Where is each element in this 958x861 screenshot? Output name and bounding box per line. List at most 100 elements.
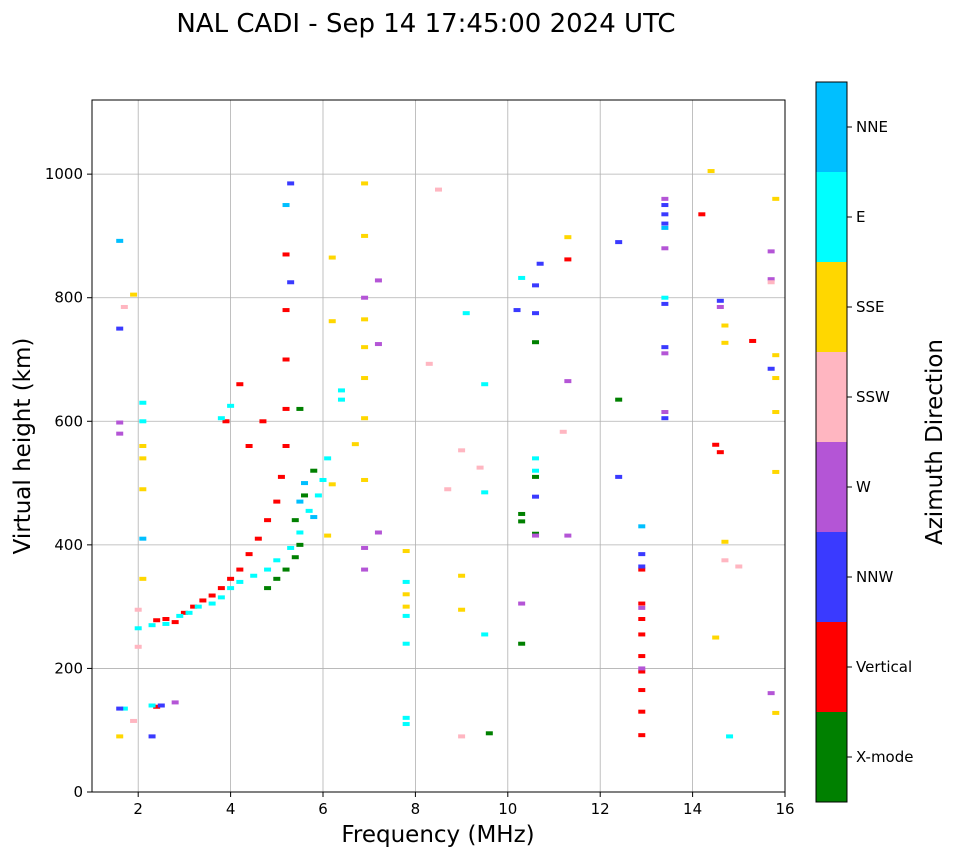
echo-mark-sse: [402, 604, 410, 609]
echo-mark-vertical: [264, 518, 272, 523]
echo-mark-x-mode: [310, 468, 318, 473]
echo-mark-ssw: [134, 607, 142, 612]
echo-mark-vertical: [153, 704, 161, 709]
colorbar-segment: [816, 82, 847, 172]
echo-mark-ssw: [767, 280, 775, 285]
echo-mark-vertical: [638, 709, 646, 714]
echo-mark-nnw: [661, 212, 669, 217]
echo-mark-sse: [361, 233, 369, 238]
echo-mark-sse: [328, 255, 336, 260]
echo-mark-e: [518, 275, 526, 280]
echo-mark-vertical: [227, 576, 235, 581]
echo-mark-w: [661, 410, 669, 415]
plot-frame: [91, 99, 786, 793]
echo-mark-nnw: [661, 221, 669, 226]
echo-mark-nnw: [638, 552, 646, 557]
echo-mark-e: [726, 734, 734, 739]
y-tick-label: 0: [73, 783, 83, 801]
echo-mark-e: [532, 468, 540, 473]
echo-mark-vertical: [254, 536, 262, 541]
echo-mark-e: [287, 545, 295, 550]
grid-lines: [92, 100, 785, 792]
echo-mark-x-mode: [291, 518, 299, 523]
echo-mark-x-mode: [518, 641, 526, 646]
echo-mark-vertical: [277, 474, 285, 479]
echo-mark-vertical: [638, 669, 646, 674]
echo-mark-vertical: [638, 654, 646, 659]
echo-mark-w: [171, 700, 179, 705]
echo-mark-vertical: [245, 552, 253, 557]
x-axis-label: Frequency (MHz): [341, 822, 534, 848]
y-tick-label: 200: [54, 659, 83, 677]
echo-mark-e: [481, 490, 489, 495]
echo-mark-nne: [301, 481, 309, 486]
echo-mark-e: [148, 703, 156, 708]
echo-mark-vertical: [282, 308, 290, 313]
colorbar-segment: [816, 532, 847, 622]
echo-mark-ssw: [130, 718, 138, 723]
x-tick-label: 4: [226, 800, 236, 818]
echo-mark-e: [462, 311, 470, 316]
echo-mark-w: [116, 431, 124, 436]
x-tick-label: 16: [775, 800, 794, 818]
echo-mark-x-mode: [291, 555, 299, 560]
echo-mark-e: [236, 579, 244, 584]
echo-mark-vertical: [222, 419, 230, 424]
echo-mark-w: [638, 666, 646, 671]
echo-mark-vertical: [564, 257, 572, 262]
echo-mark-e: [134, 626, 142, 631]
echo-mark-e: [227, 403, 235, 408]
echo-mark-nnw: [638, 564, 646, 569]
echo-mark-sse: [116, 734, 124, 739]
colorbar-segment: [816, 712, 847, 802]
echo-mark-nnw: [287, 280, 295, 285]
echo-mark-sse: [139, 487, 147, 492]
echo-mark-ssw: [134, 644, 142, 649]
colorbar-tick-label: W: [856, 478, 871, 496]
echo-mark-e: [402, 613, 410, 618]
colorbar: X-mode Vertical NNW W SSW SSE E NNE: [815, 81, 913, 803]
echo-mark-vertical: [208, 593, 216, 598]
echo-mark-nnw: [661, 416, 669, 421]
echo-mark-e: [402, 579, 410, 584]
echo-mark-x-mode: [282, 567, 290, 572]
echo-mark-vertical: [245, 444, 253, 448]
echo-mark-x-mode: [532, 340, 540, 345]
echo-mark-sse: [361, 477, 369, 482]
echo-mark-sse: [772, 469, 780, 474]
echo-mark-vertical: [236, 567, 244, 572]
echo-mark-sse: [328, 319, 336, 324]
echo-mark-nnw: [532, 283, 540, 288]
echo-mark-sse: [139, 456, 147, 461]
echo-mark-vertical: [273, 499, 281, 504]
echo-mark-sse: [458, 573, 466, 578]
echo-mark-e: [208, 601, 216, 606]
echo-mark-sse: [564, 235, 572, 240]
y-tick-label: 800: [54, 289, 83, 307]
echo-mark-e: [314, 493, 322, 498]
echo-mark-nnw: [536, 261, 544, 266]
y-tick-label: 1000: [45, 165, 83, 183]
colorbar-tick-label: SSW: [856, 388, 890, 406]
colorbar-segment: [816, 172, 847, 262]
colorbar-segment: [816, 622, 847, 712]
echo-mark-e: [185, 610, 193, 615]
echo-mark-vertical: [236, 382, 244, 387]
echo-mark-sse: [361, 317, 369, 322]
colorbar-tick-label: Vertical: [856, 658, 912, 676]
echo-mark-sse: [324, 533, 332, 538]
echo-mark-vertical: [638, 617, 646, 621]
colorbar-segment: [816, 262, 847, 352]
echo-mark-vertical: [190, 604, 198, 609]
echo-mark-vertical: [638, 733, 646, 738]
echo-mark-sse: [402, 549, 410, 554]
echo-mark-vertical: [638, 601, 646, 606]
colorbar-tick-label: NNE: [856, 118, 888, 136]
echo-mark-vertical: [749, 338, 757, 343]
echo-mark-w: [361, 567, 369, 572]
echo-mark-w: [767, 277, 775, 282]
echo-mark-sse: [772, 376, 780, 381]
x-tick-label: 6: [318, 800, 328, 818]
echo-mark-e: [337, 388, 345, 393]
